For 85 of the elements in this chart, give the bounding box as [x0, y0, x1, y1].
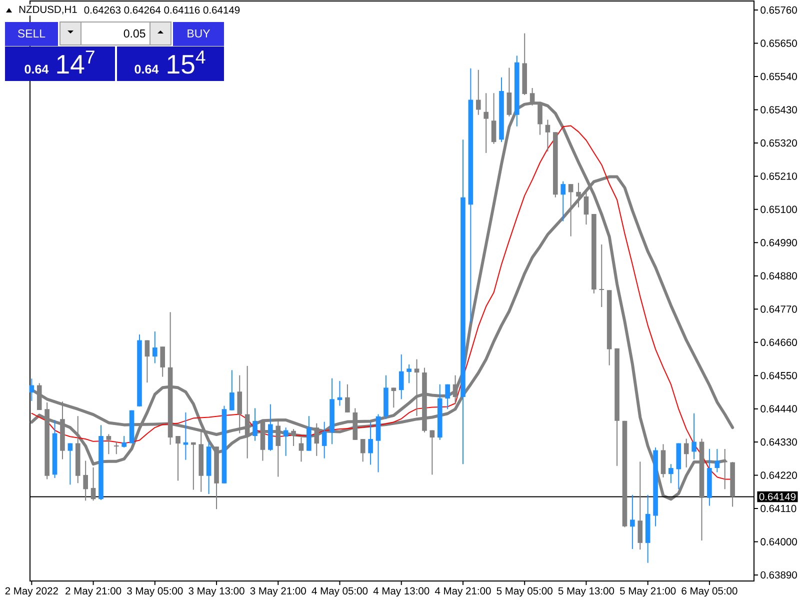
candlestick: [144, 340, 150, 384]
y-tick-label: 0.65100: [760, 206, 797, 214]
candlestick: [306, 416, 312, 452]
y-tick-label: 0.64880: [760, 272, 797, 280]
chart-title: NZDUSD,H1: [19, 6, 77, 14]
y-tick-label: 0.65430: [760, 106, 797, 114]
candlestick: [452, 374, 458, 405]
candlestick: [714, 448, 720, 473]
candlestick: [638, 461, 643, 550]
y-tick-label: 0.65320: [760, 139, 797, 147]
candlestick: [445, 384, 450, 410]
x-tick-label: 5 May 05:00: [496, 587, 552, 597]
x-tick-label: 4 May 05:00: [312, 587, 368, 597]
candlestick: [576, 182, 581, 208]
y-tick-label: 0.64220: [760, 472, 797, 479]
y-tick-label: 0.63890: [760, 571, 797, 579]
y-tick-label: 0.64110: [760, 504, 796, 512]
candlestick: [668, 464, 674, 484]
annotation: 0.64: [134, 64, 159, 74]
candlestick: [430, 430, 435, 476]
x-tick-label: 3 May 05:00: [127, 587, 183, 597]
candlestick: [113, 441, 120, 455]
candlestick: [252, 408, 258, 442]
candlestick: [684, 438, 689, 468]
y-tick-label: 0.65760: [760, 6, 797, 14]
candlestick: [406, 364, 412, 384]
chart-subtitle: 0.64263 0.64264 0.64116 0.64149: [84, 6, 240, 14]
candlestick: [68, 442, 73, 486]
y-tick-label: 0.65210: [760, 172, 797, 180]
candlestick: [83, 460, 88, 502]
candlestick: [106, 434, 112, 455]
y-tick-label: 0.64440: [760, 405, 797, 412]
candlestick: [414, 358, 420, 417]
candlestick: [191, 442, 196, 490]
y-tick-label: 0.64550: [760, 372, 797, 380]
candlestick: [598, 244, 605, 308]
candlestick: [391, 387, 396, 408]
candlestick: [29, 378, 34, 402]
y-tick-label: 0.64330: [760, 438, 797, 446]
candlestick: [230, 370, 234, 411]
candlestick: [345, 384, 350, 413]
x-tick-label: 4 May 21:00: [434, 587, 491, 597]
annotation: 15$^{4}$: [168, 50, 206, 74]
y-tick-label: 0.64000: [760, 538, 797, 546]
candlestick: [660, 444, 666, 478]
annotation: 0.64: [24, 64, 49, 74]
candlestick: [545, 119, 550, 152]
candlestick: [298, 437, 304, 462]
candlestick: [368, 422, 373, 466]
candlestick: [183, 412, 188, 460]
candlestick: [484, 92, 488, 154]
candlestick: [90, 466, 96, 502]
x-tick-label: 2 May 2022: [5, 587, 58, 597]
candlestick: [152, 330, 158, 364]
annotation: 14$^{7}$: [57, 50, 94, 74]
candlestick: [176, 435, 180, 482]
ref-line-label: 0.64149: [759, 493, 796, 500]
y-tick-label: 0.65650: [760, 40, 797, 47]
annotation: 0.05: [124, 29, 146, 38]
candlestick: [630, 494, 635, 550]
x-tick-label: 3 May 13:00: [188, 587, 244, 597]
candlestick: [398, 354, 404, 400]
candlestick: [476, 69, 481, 116]
candlestick: [584, 190, 589, 226]
x-tick-label: 6 May 05:00: [682, 587, 738, 597]
x-tick-label: 4 May 13:00: [373, 587, 430, 597]
candlestick: [491, 92, 496, 144]
x-tick-label: 5 May 21:00: [620, 587, 676, 597]
candlestick: [160, 346, 166, 378]
y-tick-label: 0.64660: [760, 338, 797, 346]
y-tick-label: 0.64990: [760, 239, 797, 246]
candlestick: [122, 435, 127, 448]
y-tick-label: 0.65540: [760, 72, 797, 80]
x-tick-label: 5 May 13:00: [558, 587, 614, 597]
y-tick-label: 0.64770: [760, 305, 797, 313]
candlestick: [568, 184, 574, 237]
candlestick: [322, 421, 327, 459]
candlestick: [560, 180, 566, 222]
candlestick: [360, 438, 366, 462]
x-tick-label: 3 May 21:00: [250, 587, 306, 597]
annotation: SELL: [18, 29, 46, 38]
candlestick: [291, 428, 296, 446]
annotation: BUY: [188, 30, 210, 38]
candlestick: [692, 412, 696, 460]
x-tick-label: 2 May 21:00: [66, 587, 122, 597]
